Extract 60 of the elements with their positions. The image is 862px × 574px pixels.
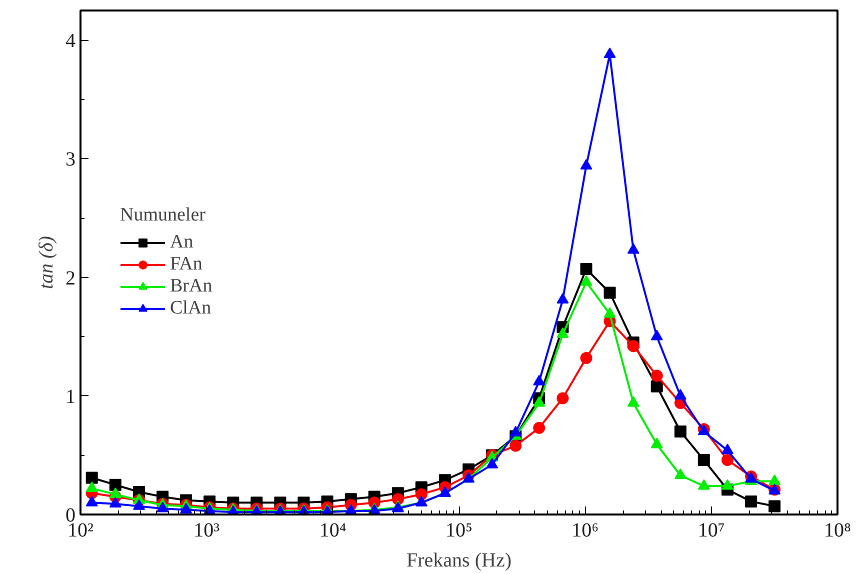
point [109, 496, 122, 508]
point [604, 286, 616, 299]
point [627, 243, 640, 254]
point [768, 474, 781, 485]
point [556, 392, 569, 404]
point [650, 438, 663, 448]
point [650, 370, 663, 382]
x-tick-label: 10⁷ [698, 520, 725, 542]
point [627, 396, 640, 407]
point [674, 468, 686, 480]
point [133, 499, 146, 510]
point [533, 374, 546, 386]
y-tick-label: 2 [66, 267, 76, 290]
x-axis-title: Frekans (Hz) [406, 550, 512, 572]
point [109, 487, 122, 498]
legend-label: ClAn [170, 298, 212, 320]
point [86, 496, 98, 506]
x-tick-label: 10⁵ [446, 520, 472, 542]
point [180, 502, 192, 514]
point [650, 380, 663, 392]
point [698, 454, 710, 466]
y-tick-label: 3 [66, 148, 76, 171]
point [580, 159, 592, 170]
legend-label: An [170, 232, 194, 254]
point [556, 327, 569, 338]
legend-label: BrAn [170, 276, 212, 298]
point [156, 502, 169, 512]
point [510, 440, 522, 452]
point [721, 454, 734, 466]
point [745, 495, 758, 508]
point [533, 396, 546, 407]
point [86, 482, 98, 492]
y-axis-title: tan (δ) [36, 236, 58, 290]
point [721, 479, 734, 490]
legend-title: Numuneler [120, 204, 206, 226]
x-tick-label: 10⁶ [572, 520, 599, 542]
point [109, 478, 122, 491]
point [86, 472, 98, 484]
point [674, 389, 686, 400]
legend-label: FAn [170, 254, 202, 276]
point [533, 422, 546, 434]
point [698, 479, 710, 490]
y-tick-label: 1 [66, 386, 76, 408]
y-tick-label: 4 [66, 30, 76, 52]
point [721, 444, 734, 454]
x-tick-label: 10⁴ [319, 520, 346, 542]
x-tick-label: 10⁸ [824, 520, 852, 542]
point [674, 425, 686, 438]
point [604, 307, 616, 318]
x-tick-label: 10³ [194, 520, 220, 542]
point [627, 340, 640, 352]
point [580, 275, 592, 286]
point [556, 293, 569, 304]
point [580, 352, 592, 364]
point [650, 330, 663, 340]
point [604, 48, 616, 58]
point [768, 500, 781, 512]
point [510, 426, 522, 436]
point [486, 458, 498, 468]
point [580, 263, 592, 276]
